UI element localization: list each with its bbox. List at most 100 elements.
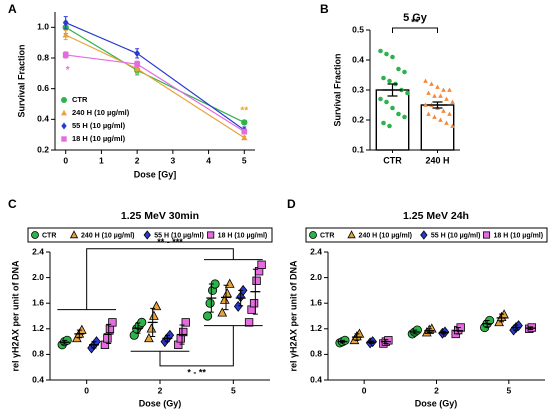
annotation: ** - *** [157,237,183,247]
y-tick-label: 0.4 [352,54,364,64]
y-tick-label: 0.5 [352,24,364,34]
x-tick-label: 3 [170,155,175,165]
legend-label: 55 H (10 µg/ml) [72,121,126,130]
legend-marker [61,122,67,130]
y-axis-label: Survival Fraction [16,44,26,117]
data-point [384,99,389,105]
chart-title: 1.25 MeV 30min [121,210,199,222]
legend-marker [309,231,317,239]
data-point [219,294,230,304]
legend-label: 55 H (10 µg/ml) [431,232,481,239]
significance-bracket [57,248,263,311]
panel-label: D [287,197,296,211]
y-axis-label: rel γH2AX per unit of DNA [288,260,298,372]
point [62,19,69,27]
x-tick-label: 240 H [425,155,449,165]
data-point [108,318,117,327]
data-point [144,332,154,343]
chart-title: 5 Gy [403,12,428,24]
legend-marker [143,230,151,240]
data-point [387,123,392,129]
data-point [181,318,190,327]
data-point [402,114,407,120]
y-tick-label: 1.6 [32,297,44,307]
y-tick-label: 2.4 [32,246,44,256]
annotation: ** [411,18,419,29]
annotation: * [66,65,70,76]
legend-label: CTR [320,232,334,239]
data-point [202,311,213,321]
error-bar [382,83,403,97]
y-tick-label: 2.0 [32,272,44,282]
data-point [435,84,440,89]
y-tick-label: 0.4 [310,374,322,384]
y-tick-label: 0.1 [352,144,364,154]
x-tick-label: 0 [362,385,367,395]
data-point [137,317,147,327]
data-point [384,51,389,57]
data-point [426,111,431,116]
y-tick-label: 0.2 [352,114,364,124]
y-tick-label: 0.4 [37,114,49,124]
panel-label: C [8,197,17,211]
x-tick-label: 0 [63,155,68,165]
data-point [384,336,393,345]
point [241,128,248,135]
legend-label: 240 H (10 µg/ml) [81,232,134,239]
data-point [432,114,437,119]
chart-title: 1.25 MeV 24h [403,210,469,222]
data-point [450,99,455,104]
data-point [103,334,112,343]
point [134,49,141,58]
x-tick-label: 2 [135,155,140,165]
y-axis-label: rel γH2AX per unit of DNA [10,260,20,372]
x-tick-label: 2 [434,385,439,395]
y-tick-label: 1.6 [310,297,322,307]
point [62,31,69,38]
annotation: * - ** [187,367,206,377]
data-point [205,298,215,308]
legend-marker [61,97,67,103]
data-point [179,327,188,337]
data-point [405,90,410,96]
x-tick-label: 4 [206,155,211,165]
y-tick-label: 0.8 [37,52,49,62]
legend-label: 55 H (10 µg/ml) [154,232,204,239]
point [241,134,248,141]
legend-marker [61,109,67,116]
x-axis-label: Dose [Gy] [134,169,177,179]
data-point [387,78,392,84]
data-point [146,323,157,333]
data-point [149,310,159,320]
legend-marker [31,231,39,239]
y-tick-label: 0.4 [32,374,44,384]
legend-label: CTR [42,232,56,239]
y-tick-label: 1.0 [37,22,49,32]
point [134,61,141,68]
data-point [151,300,162,311]
x-tick-label: CTR [383,155,402,165]
point [62,52,69,58]
y-tick-label: 1.2 [310,323,322,333]
panel-label: A [8,2,17,16]
data-point [450,123,455,128]
data-point [249,299,259,308]
y-tick-label: 2.4 [310,246,322,256]
legend-marker [347,230,356,239]
legend-marker [482,231,491,239]
data-point [402,69,407,75]
data-point [396,111,401,117]
y-tick-label: 0.6 [37,83,49,93]
significance-bracket [130,325,263,367]
data-point [390,105,395,111]
data-point [423,78,428,83]
data-point [378,96,383,102]
x-axis-label: Dose (Gy) [139,398,182,408]
x-tick-label: 0 [84,385,89,395]
x-tick-label: 5 [231,385,236,395]
data-point [444,120,449,125]
y-tick-label: 0.3 [352,84,364,94]
data-point [441,87,446,92]
x-tick-label: 1 [99,155,104,165]
